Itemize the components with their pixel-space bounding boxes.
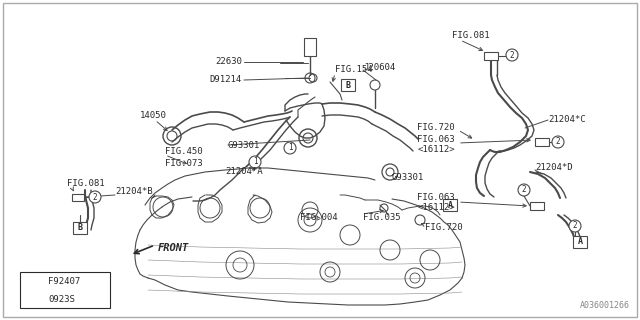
Text: FIG.035: FIG.035 [363, 212, 401, 221]
Bar [484, 52, 498, 60]
Circle shape [506, 49, 518, 61]
Text: A036001266: A036001266 [580, 301, 630, 310]
Circle shape [89, 191, 101, 203]
Text: B: B [346, 81, 351, 90]
Text: G93301: G93301 [228, 140, 260, 149]
Bar [304, 38, 316, 56]
Text: A: A [447, 201, 452, 210]
Text: FRONT: FRONT [158, 243, 189, 253]
Text: FIG.063: FIG.063 [417, 135, 455, 145]
Bar [72, 194, 84, 201]
Text: 1: 1 [29, 276, 35, 285]
Text: A: A [577, 237, 582, 246]
Circle shape [249, 156, 261, 168]
Text: 2: 2 [29, 294, 35, 303]
Text: J20604: J20604 [363, 63, 396, 73]
Text: 21204*A: 21204*A [225, 167, 262, 177]
Circle shape [26, 275, 38, 287]
Text: F92407: F92407 [48, 276, 80, 285]
Text: FIG.004: FIG.004 [300, 213, 338, 222]
Text: 2: 2 [509, 51, 515, 60]
Bar [20, 272, 110, 308]
Text: FIG.081: FIG.081 [67, 179, 104, 188]
Text: G93301: G93301 [392, 173, 424, 182]
Text: 14050: 14050 [140, 110, 167, 119]
Text: <16112>: <16112> [417, 146, 455, 155]
Text: FIG.154: FIG.154 [335, 66, 372, 75]
Circle shape [26, 292, 38, 306]
Circle shape [569, 220, 581, 232]
Text: 2: 2 [522, 186, 526, 195]
Text: 22630: 22630 [215, 58, 242, 67]
Text: 21204*C: 21204*C [548, 116, 586, 124]
Bar [530, 202, 544, 210]
Text: 21204*D: 21204*D [535, 164, 573, 172]
Text: 2: 2 [556, 138, 560, 147]
Text: <16112>: <16112> [417, 204, 455, 212]
Text: 1: 1 [253, 157, 257, 166]
Text: FIG.063: FIG.063 [417, 194, 455, 203]
Text: FIG.081: FIG.081 [452, 30, 490, 39]
Circle shape [518, 184, 530, 196]
Text: FIG.720: FIG.720 [425, 223, 463, 233]
Bar [443, 199, 457, 211]
Bar [535, 138, 549, 146]
Text: D91214: D91214 [210, 76, 242, 84]
Bar [573, 236, 587, 248]
Text: FIG.073: FIG.073 [165, 158, 203, 167]
Circle shape [284, 142, 296, 154]
Text: 21204*B: 21204*B [115, 188, 152, 196]
Text: 0923S: 0923S [48, 294, 75, 303]
Text: FIG.450: FIG.450 [165, 148, 203, 156]
Text: B: B [77, 223, 83, 233]
Text: FIG.720: FIG.720 [417, 124, 455, 132]
Text: 2: 2 [93, 193, 97, 202]
Circle shape [552, 136, 564, 148]
Bar [73, 222, 87, 234]
Text: 2: 2 [573, 221, 577, 230]
Text: 1: 1 [288, 143, 292, 153]
Bar [341, 79, 355, 91]
